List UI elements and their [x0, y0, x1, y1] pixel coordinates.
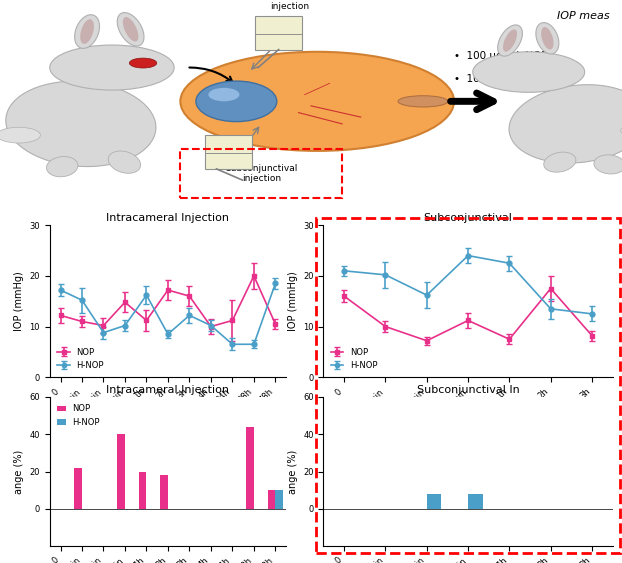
Legend: NOP, H-NOP: NOP, H-NOP [54, 344, 107, 373]
Bar [427, 494, 441, 509]
Y-axis label: ange (%): ange (%) [287, 449, 297, 494]
Bar [468, 494, 483, 509]
FancyBboxPatch shape [255, 16, 302, 50]
Ellipse shape [498, 25, 522, 56]
Text: Subconjunctival
injection: Subconjunctival injection [225, 164, 297, 183]
Ellipse shape [47, 157, 78, 177]
Bar [118, 434, 125, 509]
Ellipse shape [123, 17, 139, 42]
Bar [268, 490, 276, 509]
Title: Subconjunctival In: Subconjunctival In [417, 385, 519, 395]
Bar [246, 427, 254, 509]
Ellipse shape [208, 88, 239, 101]
Ellipse shape [75, 15, 100, 48]
Circle shape [129, 58, 157, 68]
Bar [75, 468, 82, 509]
Title: Intracameral Injection: Intracameral Injection [106, 213, 230, 223]
X-axis label: Time: Time [456, 418, 480, 427]
Ellipse shape [509, 84, 622, 163]
Text: IOP meas: IOP meas [557, 11, 610, 21]
FancyBboxPatch shape [205, 135, 252, 169]
Title: Intracameral Injection: Intracameral Injection [106, 385, 230, 395]
Legend: NOP, H-NOP: NOP, H-NOP [328, 344, 381, 373]
Ellipse shape [108, 151, 141, 173]
Circle shape [473, 52, 585, 92]
Circle shape [180, 52, 454, 151]
Title: Subconjunctival: Subconjunctival [424, 213, 513, 223]
Circle shape [0, 127, 40, 143]
Circle shape [50, 45, 174, 90]
Y-axis label: ange (%): ange (%) [14, 449, 24, 494]
X-axis label: Time: Time [156, 418, 180, 427]
Ellipse shape [541, 27, 554, 50]
Text: •  100 μg/mL NOP: • 100 μg/mL NOP [454, 51, 547, 61]
Ellipse shape [503, 29, 517, 52]
Ellipse shape [196, 81, 277, 122]
Circle shape [621, 123, 622, 138]
Ellipse shape [544, 152, 576, 172]
Ellipse shape [117, 12, 144, 46]
Bar [160, 475, 168, 509]
Bar [139, 471, 146, 509]
Y-axis label: IOP (mmHg): IOP (mmHg) [287, 271, 297, 331]
Text: Intracameral
injection: Intracameral injection [260, 0, 318, 11]
Ellipse shape [6, 81, 156, 167]
Ellipse shape [594, 155, 622, 174]
Text: •  100 μM NO for 48 h: • 100 μM NO for 48 h [454, 74, 569, 84]
Legend: NOP, H-NOP: NOP, H-NOP [54, 401, 103, 430]
Bar [276, 490, 283, 509]
Y-axis label: IOP (mmHg): IOP (mmHg) [14, 271, 24, 331]
Ellipse shape [536, 23, 559, 54]
Ellipse shape [80, 19, 94, 44]
Ellipse shape [398, 96, 448, 107]
